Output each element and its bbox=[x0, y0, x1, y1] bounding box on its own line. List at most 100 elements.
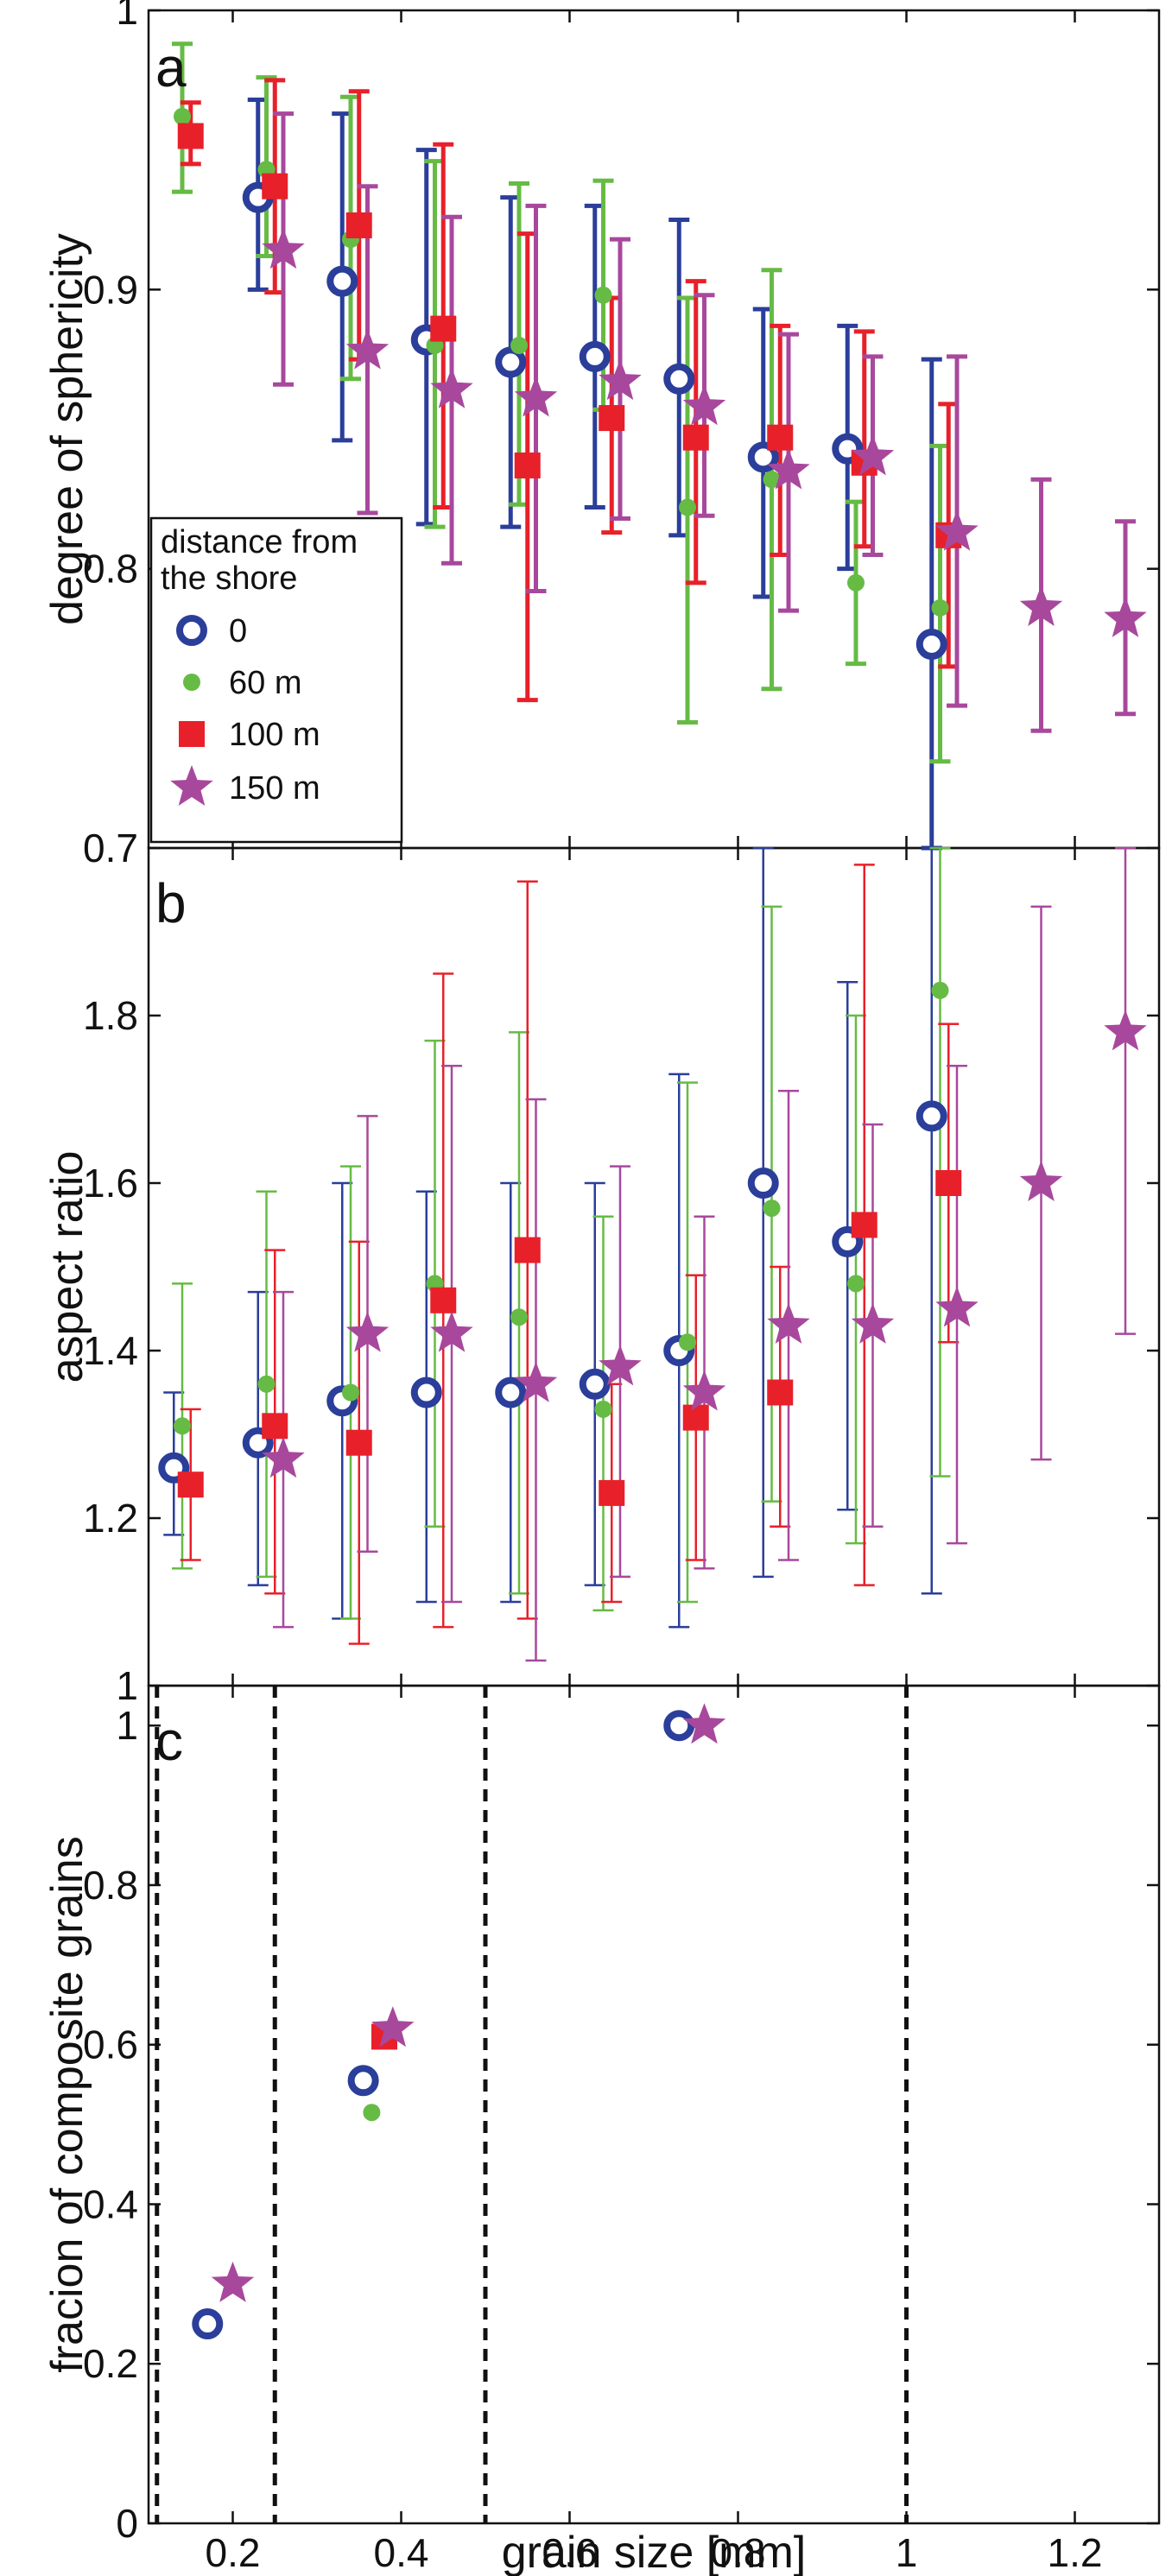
panel-b-letter: b bbox=[155, 872, 187, 934]
point-60m bbox=[510, 337, 528, 354]
panel-b-ytick-label: 1.8 bbox=[83, 993, 138, 1038]
point-100m bbox=[935, 1170, 962, 1196]
point-60m bbox=[257, 1375, 276, 1393]
panel-b-ytick-label: 1.6 bbox=[83, 1161, 138, 1206]
point-100m bbox=[599, 1479, 625, 1506]
point-0 bbox=[410, 1377, 442, 1408]
panel-b-ytick-label: 1.4 bbox=[83, 1328, 138, 1373]
panel-a-letter: a bbox=[155, 36, 187, 98]
point-0 bbox=[326, 265, 358, 297]
panel-a: 0.7 0.8 0.9 1 a degree of sphericity distan… bbox=[42, 0, 1161, 870]
point-150m bbox=[851, 1302, 895, 1344]
point-100m bbox=[345, 1429, 372, 1456]
panel-c-ytick-label: 0 bbox=[116, 2501, 138, 2546]
point-150m bbox=[514, 1361, 558, 1402]
panel-a-ytick-label: 1 bbox=[116, 0, 138, 33]
panel-c: 0 0.2 0.4 0.6 0.8 1 c fracion of composite gr… bbox=[42, 1684, 1161, 2546]
point-60m bbox=[510, 1308, 528, 1326]
point-150m bbox=[514, 376, 558, 417]
legend-symbol-60m bbox=[183, 674, 200, 691]
point-0 bbox=[663, 363, 695, 395]
panel-c-ytick-label: 0.6 bbox=[83, 2022, 138, 2067]
point-0 bbox=[579, 1368, 611, 1400]
point-100m bbox=[177, 123, 204, 149]
panel-c-ytick-label: 1 bbox=[116, 1703, 138, 1748]
errorbar-0 bbox=[752, 846, 774, 1579]
point-150m bbox=[851, 434, 895, 476]
point-150m bbox=[430, 367, 473, 408]
point-150m bbox=[345, 328, 390, 370]
legend-entry-150m: 150 m bbox=[170, 765, 320, 807]
point-100m bbox=[514, 453, 541, 479]
xtick-label: 1.2 bbox=[1048, 2530, 1103, 2575]
xtick-label: 0.6 bbox=[542, 2530, 598, 2575]
point-0 bbox=[663, 1710, 695, 1742]
panel-a-ytick-label: 0.7 bbox=[83, 826, 138, 870]
point-150m bbox=[767, 1302, 810, 1344]
point-0 bbox=[747, 1168, 779, 1199]
point-60m bbox=[594, 286, 612, 304]
point-150m bbox=[767, 448, 810, 490]
errorbar-60m bbox=[929, 846, 951, 1478]
xtick-label: 0.4 bbox=[374, 2530, 429, 2575]
xtick-label: 0.2 bbox=[206, 2530, 261, 2575]
errorbar-150m bbox=[1115, 846, 1136, 1335]
point-150m bbox=[1104, 596, 1147, 637]
xtick-label: 0.8 bbox=[711, 2530, 766, 2575]
point-0 bbox=[915, 628, 947, 660]
point-100m bbox=[682, 1404, 709, 1431]
point-100m bbox=[430, 315, 457, 342]
panel-a-markers bbox=[174, 107, 1147, 660]
legend-marker-150m bbox=[170, 765, 213, 806]
legend-symbol-100m bbox=[179, 721, 205, 747]
point-100m bbox=[262, 1413, 288, 1440]
point-150m bbox=[371, 2006, 415, 2048]
legend-label-150m: 150 m bbox=[229, 770, 320, 807]
legend-symbol-150m bbox=[170, 765, 213, 806]
point-150m bbox=[1104, 1010, 1147, 1051]
point-0 bbox=[192, 2308, 224, 2340]
point-150m bbox=[682, 1370, 726, 1411]
point-60m bbox=[679, 1333, 696, 1351]
point-60m bbox=[594, 1400, 612, 1418]
point-100m bbox=[262, 173, 288, 199]
legend-marker-100m bbox=[179, 721, 205, 747]
point-60m bbox=[342, 1383, 359, 1402]
point-150m bbox=[262, 228, 305, 269]
point-0 bbox=[915, 1100, 947, 1132]
point-100m bbox=[177, 1472, 204, 1498]
point-60m bbox=[363, 2104, 381, 2122]
point-60m bbox=[931, 981, 949, 999]
point-60m bbox=[847, 573, 865, 592]
point-60m bbox=[174, 1417, 191, 1435]
point-100m bbox=[345, 212, 372, 238]
panel-c-ylabel: fracion of composite grains bbox=[42, 1836, 92, 2372]
point-0 bbox=[747, 441, 779, 473]
point-60m bbox=[679, 498, 696, 516]
panel-b: 1 1.2 1.4 1.6 1.8 b aspect ratio bbox=[42, 846, 1161, 1708]
panel-b-ylabel: aspect ratio bbox=[42, 1151, 92, 1383]
legend-entry-60m: 60 m bbox=[183, 665, 301, 701]
point-150m bbox=[682, 1703, 726, 1744]
panel-c-axes-box bbox=[147, 1684, 1161, 2525]
point-0 bbox=[579, 340, 611, 372]
panel-a-ylabel: degree of sphericity bbox=[42, 233, 92, 625]
panel-a-ytick-label: 0.8 bbox=[83, 547, 138, 592]
point-100m bbox=[430, 1287, 457, 1313]
point-100m bbox=[851, 1212, 877, 1238]
xtick-label: 1 bbox=[896, 2530, 918, 2575]
x-ticks: 0.2 0.4 0.6 0.8 1 1.2 bbox=[206, 2530, 1103, 2575]
point-150m bbox=[211, 2261, 255, 2302]
panel-b-markers bbox=[158, 981, 1147, 1506]
x-axis-label: grain size [mm] bbox=[502, 2528, 807, 2576]
point-150m bbox=[599, 1345, 642, 1386]
legend-marker-0 bbox=[176, 615, 207, 646]
legend-entry-0: 0 bbox=[176, 613, 247, 649]
point-150m bbox=[1019, 1161, 1063, 1201]
point-100m bbox=[682, 424, 709, 451]
panel-a-ytick-label: 0.9 bbox=[83, 267, 138, 312]
point-150m bbox=[430, 1311, 473, 1352]
panel-c-vlines bbox=[155, 1686, 909, 2523]
legend-label-60m: 60 m bbox=[229, 665, 301, 701]
point-100m bbox=[599, 405, 625, 432]
